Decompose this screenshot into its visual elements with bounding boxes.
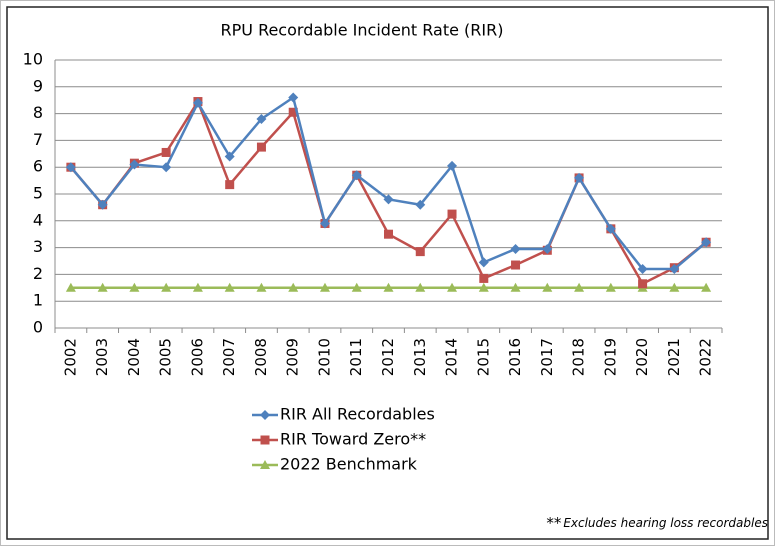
y-tick-label: 0 [33,318,43,337]
marker [97,282,108,292]
marker [129,282,140,292]
marker [637,264,648,275]
marker [669,282,680,292]
marker [260,410,270,420]
x-tick-label: 2014 [443,338,461,376]
y-tick-label: 8 [33,103,43,122]
marker [161,147,171,157]
marker [605,282,616,292]
marker [415,199,426,210]
y-tick-label: 7 [33,130,43,149]
marker [447,160,458,171]
x-tick-label: 2009 [284,338,302,376]
footnote: ** Excludes hearing loss recordables [546,514,768,532]
marker [447,282,458,292]
legend-label: RIR All Recordables [280,405,435,424]
marker [225,180,235,190]
x-tick-label: 2002 [61,338,79,376]
marker [161,282,172,292]
marker [65,162,76,173]
x-tick-label: 2013 [411,338,429,376]
marker [447,209,457,219]
marker [478,282,489,292]
x-tick-label: 2016 [506,338,524,376]
x-tick-label: 2017 [538,338,556,376]
marker [288,92,299,103]
marker [224,151,235,162]
marker [97,199,108,210]
marker [256,282,267,292]
x-tick-label: 2007 [220,338,238,376]
y-tick-label: 9 [33,76,43,95]
marker [351,282,362,292]
marker [574,282,585,292]
marker [260,435,270,445]
marker [260,460,270,469]
marker [510,282,521,292]
marker [478,257,489,268]
x-tick-label: 2011 [347,338,365,376]
x-tick-label: 2012 [379,338,397,376]
x-tick-label: 2021 [665,338,683,376]
x-tick-label: 2003 [93,338,111,376]
chart-border [6,6,769,540]
y-tick-label: 1 [33,291,43,310]
marker [383,194,394,205]
y-tick-label: 6 [33,157,43,176]
x-tick-label: 2018 [570,338,588,376]
marker [415,282,426,292]
marker [415,247,425,257]
x-tick-label: 2010 [315,338,333,376]
marker [65,282,76,292]
x-tick-label: 2008 [252,338,270,376]
x-tick-label: 2022 [697,338,715,376]
marker [383,282,394,292]
marker [192,282,203,292]
y-tick-label: 4 [33,210,43,229]
x-tick-label: 2005 [157,338,175,376]
marker [129,159,140,170]
marker [192,97,203,108]
marker [605,223,616,234]
marker [542,282,553,292]
marker [288,282,299,292]
y-tick-label: 5 [33,184,43,203]
footnote-mark: ** [546,514,562,532]
y-tick-label: 3 [33,237,43,256]
marker [224,282,235,292]
marker [384,229,393,239]
marker [701,237,712,248]
marker [638,279,648,289]
y-tick-label: 10 [23,50,43,69]
x-tick-label: 2015 [474,338,492,376]
marker [511,260,521,270]
marker [319,218,330,229]
legend-label: 2022 Benchmark [280,455,418,474]
chart-title: RPU Recordable Incident Rate (RIR) [221,21,504,40]
marker [351,170,362,181]
x-tick-label: 2020 [633,338,651,376]
x-tick-label: 2019 [601,338,619,376]
marker [479,273,489,283]
marker [701,282,712,292]
marker [510,243,521,254]
footnote-text: Excludes hearing loss recordables [563,516,768,530]
marker [256,113,267,124]
marker [542,243,553,254]
legend-label: RIR Toward Zero** [280,430,426,449]
marker [574,172,585,183]
y-tick-label: 2 [33,264,43,283]
x-tick-label: 2006 [188,338,206,376]
marker [288,107,298,117]
x-tick-label: 2004 [125,338,143,376]
marker [256,142,266,152]
marker [161,162,172,173]
marker [319,282,330,292]
marker [669,264,680,275]
